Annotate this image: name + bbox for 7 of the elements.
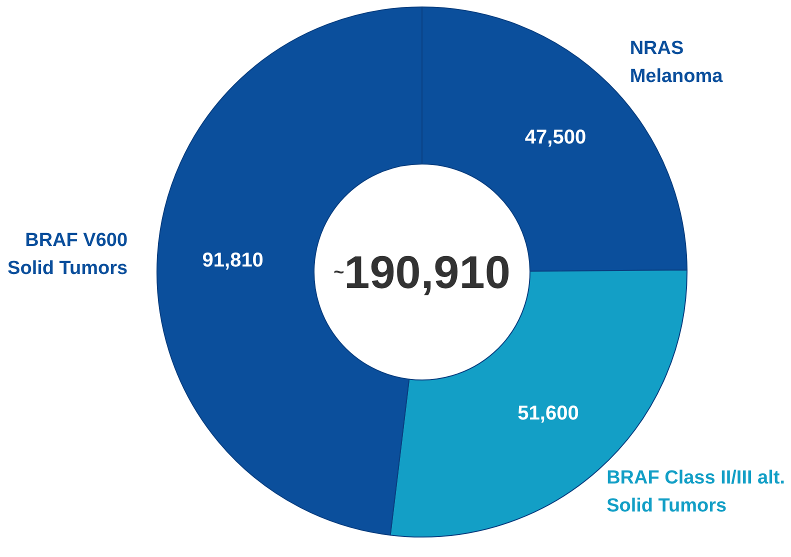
slice-label: BRAF V600 Solid Tumors: [8, 230, 128, 279]
text: ~190,910: [334, 246, 510, 298]
data-label: 91,810: [202, 250, 264, 272]
slice-label: NRAS Melanoma: [630, 38, 724, 88]
data-label: 51,600: [518, 402, 579, 424]
data-label: 47,500: [524, 126, 586, 149]
slice-label: BRAF Class II/III alt. Solid Tumors: [606, 467, 786, 516]
